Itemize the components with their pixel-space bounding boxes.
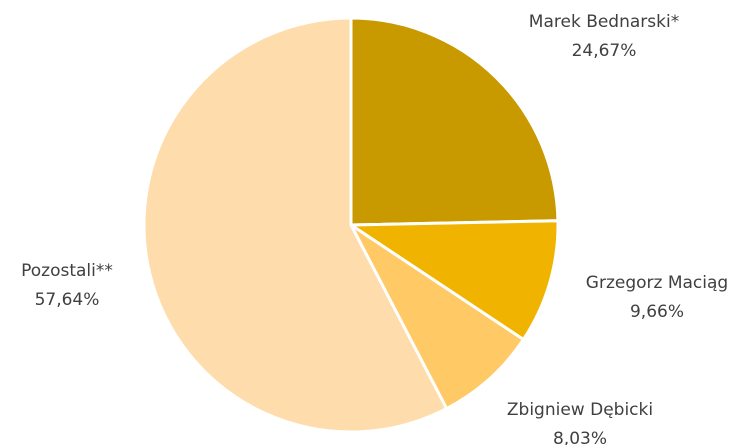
slice-value: 9,66% — [630, 302, 684, 322]
slice-value: 57,64% — [35, 290, 100, 310]
pie-slice — [142, 16, 449, 434]
slice-value: 24,67% — [572, 41, 637, 61]
pie-slice — [349, 223, 526, 411]
slice-label: Marek Bednarski* — [529, 12, 679, 32]
pie-slice — [349, 16, 560, 227]
slice-label: Zbigniew Dębicki — [507, 400, 653, 420]
slice-label: Pozostali** — [21, 261, 113, 281]
slice-label: Grzegorz Maciąg — [586, 273, 728, 293]
slice-value: 8,03% — [553, 429, 607, 445]
pie-slice — [346, 219, 560, 342]
